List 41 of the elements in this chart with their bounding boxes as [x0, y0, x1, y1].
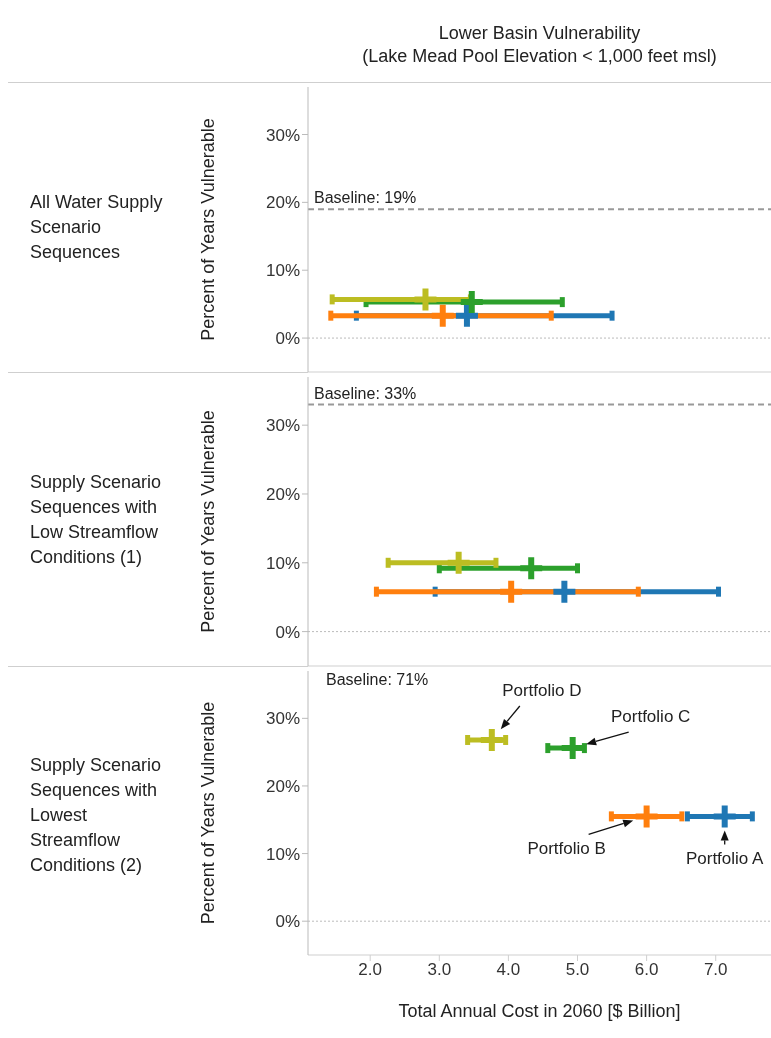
point [553, 580, 576, 603]
point [480, 728, 503, 751]
x-axis-title: Total Annual Cost in 2060 [$ Billion] [398, 1001, 681, 1021]
point [635, 805, 658, 828]
point [500, 580, 523, 603]
x-tick-label: 3.0 [427, 960, 452, 980]
text: Supply Scenario Sequences with Low Streamflow Conditions (1) [30, 470, 163, 569]
ref-line-label: Baseline: 33% [314, 384, 417, 402]
chart-title: Lower Basin Vulnerability (Lake Mead Pool Elevation < 1,000 feet msl) [8, 8, 771, 83]
y-tick-label: 30% [265, 709, 300, 729]
x-tick-label: 6.0 [634, 960, 659, 980]
annotation: Baseline: 71% [326, 671, 429, 689]
y-tick-label: 10% [265, 553, 300, 573]
y-tick-label: 30% [265, 416, 300, 436]
y-axis-title: Percent of Years Vulnerable [198, 701, 219, 925]
y-axis-title: Percent of Years Vulnerable [198, 410, 219, 633]
y-tick-label: 0% [275, 329, 300, 349]
x-tick-label: 5.0 [565, 960, 590, 980]
y-tick-label: 20% [265, 776, 300, 796]
point [561, 737, 584, 760]
text: Supply Scenario Sequences with Lowest Streamflow Conditions (2) [30, 753, 163, 877]
y-tick-label: 20% [265, 485, 300, 505]
y-tick-label: 0% [275, 622, 300, 642]
text: All Water Supply Scenario Sequences [30, 191, 164, 264]
x-tick-label: 7.0 [703, 960, 728, 980]
point [713, 805, 736, 828]
text: Portfolio B [527, 839, 606, 859]
series-label: Portfolio C [610, 707, 691, 727]
y-axis-title: Percent of Years Vulnerable [198, 118, 219, 341]
point [520, 557, 543, 580]
y-tick-label: 10% [265, 261, 300, 281]
point [447, 551, 470, 574]
x-tick-label: 2.0 [358, 960, 383, 980]
ref-line-label: Baseline: 19% [314, 189, 417, 207]
y-tick-label: 10% [265, 844, 300, 864]
y-tick-label: 30% [265, 125, 300, 145]
x-tick-label: 4.0 [496, 960, 521, 980]
series-label: Portfolio A [685, 849, 765, 869]
y-tick-label: 0% [275, 912, 300, 932]
y-tick-label: 20% [265, 193, 300, 213]
series-label: Portfolio D [502, 680, 582, 700]
